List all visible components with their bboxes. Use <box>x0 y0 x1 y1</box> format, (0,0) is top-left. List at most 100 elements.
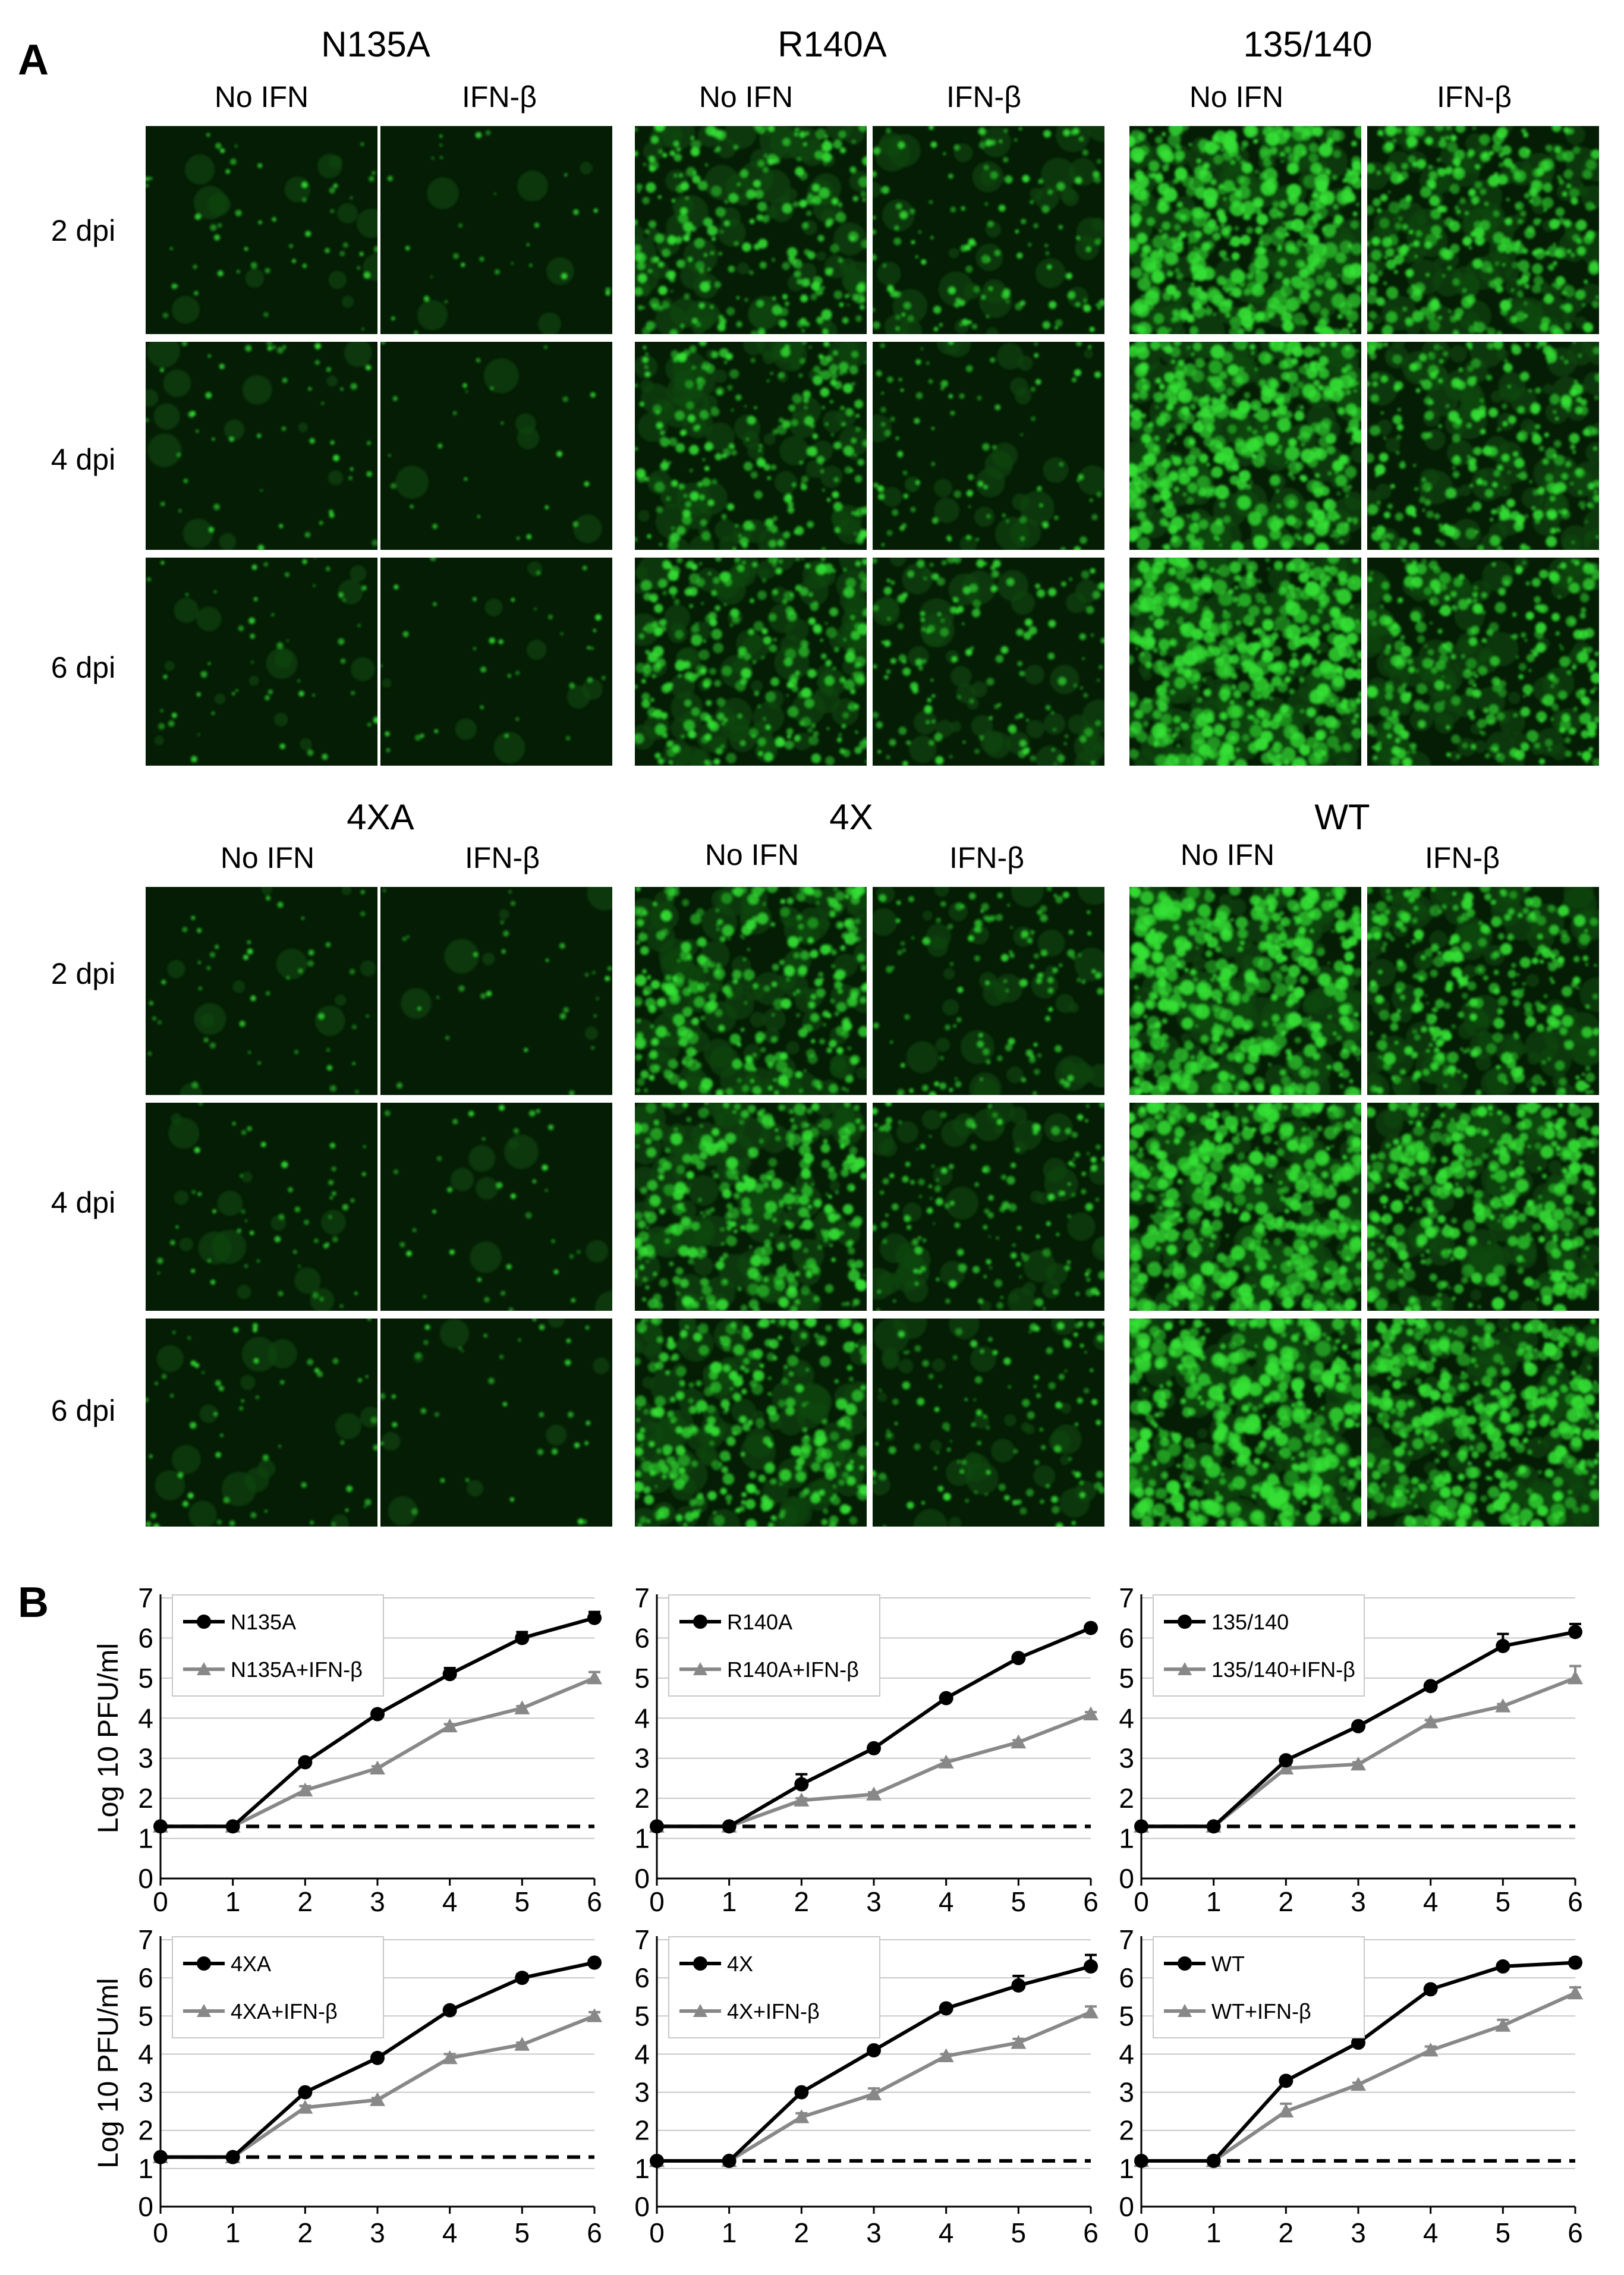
x-tick-label: 2 <box>794 1886 810 1917</box>
y-tick-label: 0 <box>1119 1863 1134 1894</box>
cond-label: IFN-β <box>946 80 1021 114</box>
legend-marker <box>197 1662 211 1675</box>
x-tick-label: 3 <box>370 1886 385 1917</box>
cond-label: IFN-β <box>465 841 540 874</box>
legend-marker <box>693 1662 707 1675</box>
data-point <box>153 1819 168 1834</box>
legend-marker <box>693 1956 707 1971</box>
micrograph-tile <box>146 126 377 334</box>
data-point <box>1496 1638 1510 1653</box>
data-point <box>370 2092 385 2106</box>
y-tick-label: 3 <box>634 1743 650 1774</box>
micrograph-tile <box>1129 558 1361 766</box>
legend-label: R140A <box>727 1610 792 1634</box>
x-tick-label: 1 <box>225 1886 241 1917</box>
y-tick-label: 4 <box>1119 2038 1134 2069</box>
x-tick-label: 4 <box>939 2217 954 2248</box>
data-point <box>939 2001 953 2016</box>
x-tick-label: 5 <box>1011 1886 1027 1917</box>
legend-label: 135/140+IFN-β <box>1211 1657 1355 1682</box>
legend-box <box>668 1936 880 2038</box>
data-point <box>1278 1760 1294 1774</box>
x-tick-label: 3 <box>1351 2217 1366 2248</box>
legend-label: 4XA+IFN-β <box>231 1999 338 2024</box>
data-point <box>1351 1719 1365 1733</box>
micrograph-tile <box>1129 1319 1361 1527</box>
y-tick-label: 5 <box>1119 1663 1134 1694</box>
cond-label: No IFN <box>699 80 793 114</box>
y-tick-label: 3 <box>138 2077 153 2108</box>
micrograph-tile <box>635 342 867 550</box>
growth-chart: 0 1 2 3 4 5 6 7 0 1 2 3 4 5 6 135/140 135/140+IFN-β <box>1119 1582 1583 1917</box>
legend: 135/140 135/140+IFN-β <box>1153 1594 1365 1697</box>
y-tick-label: 7 <box>1119 1582 1134 1613</box>
micrograph-background <box>380 1319 612 1527</box>
micrograph-tile <box>635 887 867 1095</box>
group-title-r140a: R140A <box>778 24 886 64</box>
x-tick-label: 3 <box>866 1886 882 1917</box>
growth-chart: 0 1 2 3 4 5 6 7 0 1 2 3 4 5 6 Log 10 PFU/ml N135A N135A+I… <box>93 1582 602 1917</box>
y-tick-label: 2 <box>634 2115 650 2146</box>
x-tick-label: 3 <box>1351 1886 1366 1917</box>
micrograph-tile <box>1129 126 1361 334</box>
group-title-wt: WT <box>1314 797 1370 837</box>
legend-label: 135/140 <box>1211 1610 1289 1634</box>
legend-marker <box>197 1956 211 1971</box>
time-label-4dpi: 4 dpi <box>51 1186 115 1219</box>
data-point <box>1568 1670 1583 1685</box>
x-tick-label: 4 <box>1423 2217 1439 2248</box>
group-title-4xa: 4XA <box>347 797 414 837</box>
data-point <box>1351 2076 1366 2091</box>
y-tick-label: 7 <box>138 1924 153 1955</box>
micrograph-tile <box>1129 1103 1361 1311</box>
legend-marker <box>1178 1615 1192 1629</box>
panel-b-label: B <box>18 1579 49 1626</box>
x-tick-label: 6 <box>1083 2217 1099 2248</box>
x-tick-label: 0 <box>153 2217 168 2248</box>
data-point <box>1206 2154 1221 2169</box>
data-point <box>794 1792 810 1807</box>
legend-marker <box>197 2004 211 2017</box>
x-tick-label: 6 <box>587 2217 602 2248</box>
data-point <box>587 1670 602 1685</box>
legend-marker <box>197 1615 211 1629</box>
series-line <box>657 1712 1092 1829</box>
data-point <box>442 1718 458 1733</box>
data-point <box>298 1755 313 1770</box>
panel-a-label: A <box>18 36 49 84</box>
y-tick-label: 4 <box>138 2038 153 2069</box>
data-point <box>1083 1706 1099 1720</box>
micrograph-tile <box>873 887 1104 1095</box>
cond-label: No IFN <box>705 838 799 871</box>
x-tick-label: 1 <box>722 1886 737 1917</box>
data-point <box>1011 1651 1026 1666</box>
cond-label: IFN-β <box>1425 841 1500 874</box>
legend: N135A N135A+IFN-β <box>172 1594 384 1697</box>
x-tick-label: 5 <box>515 1886 530 1917</box>
y-tick-label: 4 <box>1119 1703 1134 1733</box>
x-tick-label: 2 <box>1279 2217 1294 2248</box>
micrograph-tile <box>1129 887 1361 1095</box>
micrograph-tile <box>1129 342 1361 550</box>
y-tick-label: 2 <box>634 1783 650 1814</box>
y-axis-title: Log 10 PFU/ml <box>93 1643 124 1833</box>
y-tick-label: 6 <box>1119 1622 1134 1653</box>
data-point <box>370 1760 385 1774</box>
x-tick-label: 2 <box>298 1886 313 1917</box>
cond-label: IFN-β <box>462 80 537 114</box>
data-point <box>442 1667 457 1682</box>
data-point <box>1279 1753 1293 1768</box>
micrograph-tile <box>873 342 1104 550</box>
y-tick-label: 3 <box>634 2077 650 2108</box>
data-point <box>867 2043 881 2058</box>
x-tick-label: 0 <box>649 2217 665 2248</box>
legend-label: N135A <box>231 1610 296 1634</box>
x-tick-label: 6 <box>587 1886 602 1917</box>
legend-label: WT+IFN-β <box>1211 1999 1311 2024</box>
data-point <box>1011 1734 1027 1749</box>
y-tick-label: 5 <box>634 1663 650 1694</box>
micrograph-tile <box>635 1319 867 1527</box>
data-point <box>1134 2154 1148 2169</box>
data-point <box>1568 1985 1583 2000</box>
y-tick-label: 0 <box>1119 2191 1134 2222</box>
